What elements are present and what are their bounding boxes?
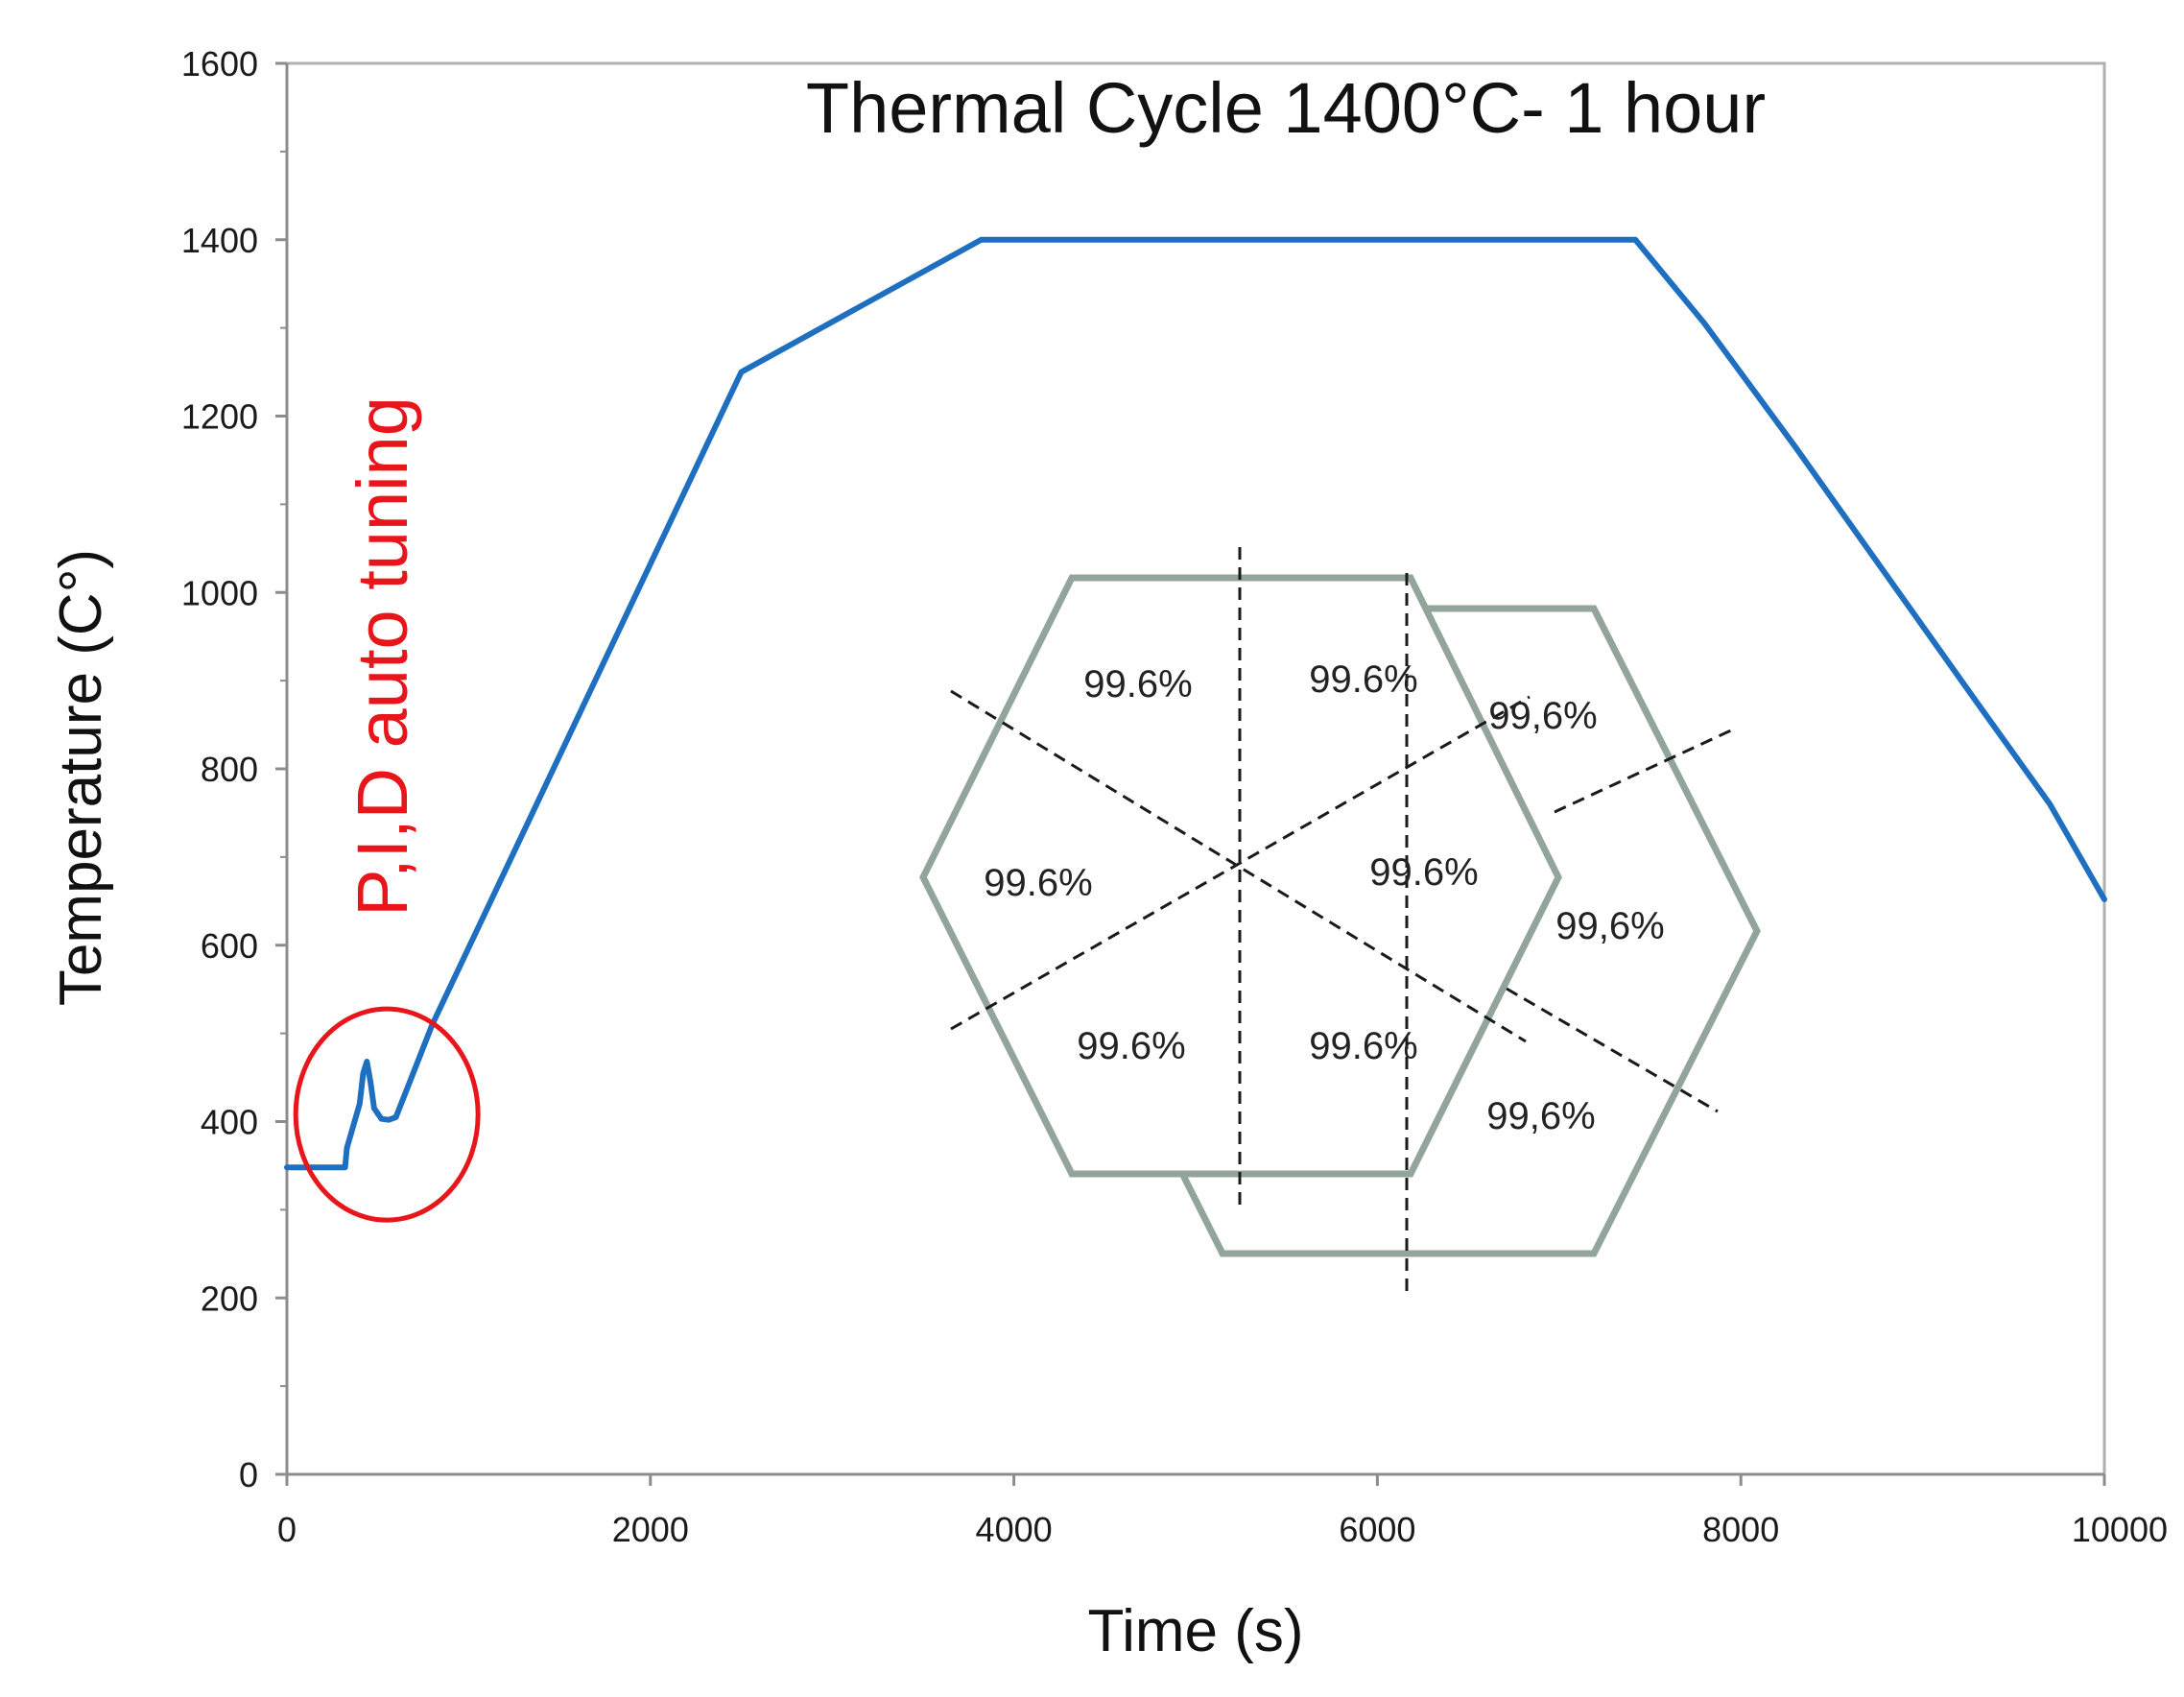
x-tick-label: 8000 bbox=[1702, 1510, 1779, 1549]
y-tick-label: 1000 bbox=[181, 573, 258, 612]
divider-diag-down bbox=[950, 689, 1527, 1043]
x-tick-label: 6000 bbox=[1339, 1510, 1415, 1549]
back-pct-bottom: 99,6% bbox=[1486, 1095, 1595, 1137]
front-pct-bottom-left: 99.6% bbox=[1077, 1025, 1185, 1067]
y-tick-label: 600 bbox=[201, 926, 258, 966]
x-tick-label: 2000 bbox=[612, 1510, 689, 1549]
divider-diag-up bbox=[950, 695, 1531, 1031]
y-tick-label: 200 bbox=[201, 1279, 258, 1318]
front-pct-left: 99.6% bbox=[984, 862, 1092, 904]
divider-back-up bbox=[1554, 728, 1734, 814]
x-axis-title: Time (s) bbox=[1088, 1598, 1304, 1664]
hexagon-inset: 99.6% 99.6% 99.6% 99.6% 99.6% 99.6% 99,6… bbox=[919, 547, 1761, 1298]
pid-tuning-label: P,I,D auto tuning bbox=[343, 396, 422, 917]
y-tick-label: 400 bbox=[201, 1103, 258, 1142]
front-pct-top-right: 99.6% bbox=[1309, 658, 1417, 701]
hexagon-dashed-dividers bbox=[950, 547, 1734, 1298]
y-tick-label: 1600 bbox=[181, 44, 258, 84]
front-pct-right: 99.6% bbox=[1369, 851, 1478, 894]
chart-title: Thermal Cycle 1400°C- 1 hour bbox=[806, 68, 1766, 148]
y-tick-label: 1400 bbox=[181, 221, 258, 260]
x-axis-ticks: 0 2000 4000 6000 8000 10000 bbox=[277, 1474, 2168, 1549]
back-pct-right: 99,6% bbox=[1555, 905, 1664, 947]
x-tick-label: 10000 bbox=[2072, 1510, 2168, 1549]
y-tick-label: 1200 bbox=[181, 397, 258, 437]
x-tick-label: 0 bbox=[277, 1510, 297, 1549]
y-tick-label: 800 bbox=[201, 750, 258, 789]
y-axis-ticks: 0 200 400 600 800 1000 1200 1400 1600 bbox=[181, 44, 287, 1494]
front-pct-bottom-right: 99.6% bbox=[1309, 1025, 1417, 1067]
front-pct-top-left: 99.6% bbox=[1083, 663, 1192, 705]
pid-tuning-circle bbox=[293, 1006, 481, 1223]
x-tick-label: 4000 bbox=[976, 1510, 1053, 1549]
back-pct-top: 99,6% bbox=[1488, 695, 1597, 737]
temperature-series-line bbox=[284, 236, 2107, 1171]
y-axis-title: Temperature (C°) bbox=[48, 549, 114, 1006]
y-tick-label: 0 bbox=[239, 1455, 258, 1494]
divider-back-down bbox=[1506, 987, 1719, 1113]
